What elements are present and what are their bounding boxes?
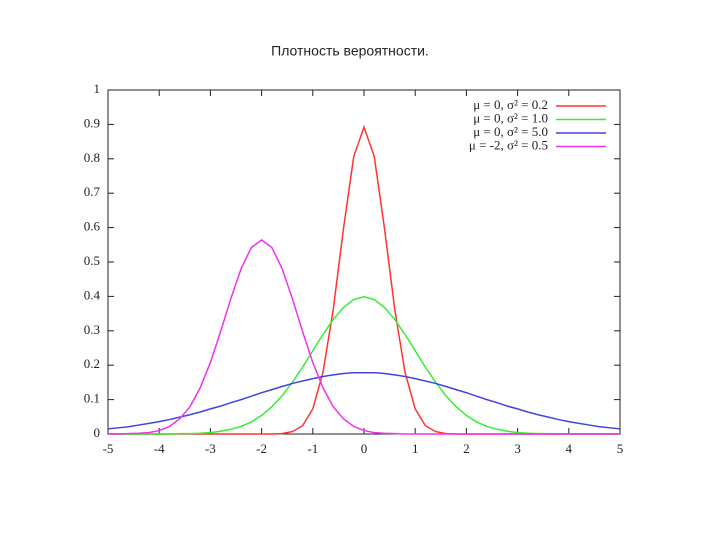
y-tick-label: 0.1 [84, 391, 100, 406]
y-tick-label: 0.7 [84, 184, 101, 199]
x-tick-label: -4 [154, 441, 165, 456]
series-line [108, 124, 620, 435]
x-tick-label: 0 [361, 441, 368, 456]
y-tick-label: 0.3 [84, 322, 100, 337]
y-tick-label: 0.6 [84, 219, 101, 234]
legend-label: μ = -2, σ² = 0.5 [469, 137, 548, 152]
y-tick-label: 1 [94, 81, 101, 96]
x-tick-label: -2 [256, 441, 267, 456]
y-tick-label: 0.4 [84, 287, 101, 302]
legend-label: μ = 0, σ² = 5.0 [473, 124, 548, 139]
legend-label: μ = 0, σ² = 0.2 [473, 97, 548, 112]
y-tick-label: 0.8 [84, 150, 100, 165]
x-tick-label: 2 [463, 441, 470, 456]
series-line [108, 239, 620, 435]
x-tick-label: -5 [103, 441, 114, 456]
legend-label: μ = 0, σ² = 1.0 [473, 110, 548, 125]
y-tick-label: 0.2 [84, 356, 100, 371]
x-tick-label: 1 [412, 441, 419, 456]
y-tick-label: 0.9 [84, 115, 100, 130]
x-tick-label: 5 [617, 441, 624, 456]
y-tick-label: 0 [94, 425, 101, 440]
chart-title: Плотность вероятности. [271, 43, 429, 59]
x-tick-label: -3 [205, 441, 216, 456]
y-tick-label: 0.5 [84, 253, 100, 268]
x-tick-label: 3 [514, 441, 521, 456]
x-tick-label: 4 [566, 441, 573, 456]
series-line [107, 372, 621, 430]
x-tick-label: -1 [307, 441, 318, 456]
